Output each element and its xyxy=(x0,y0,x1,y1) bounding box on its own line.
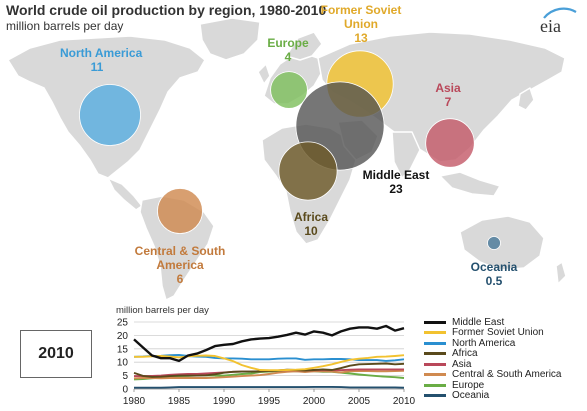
region-value: 4 xyxy=(284,50,292,64)
region-value: 7 xyxy=(444,95,452,109)
region-value: 11 xyxy=(90,60,104,74)
region-name: Asia xyxy=(435,81,461,95)
x-tick-label: 2010 xyxy=(393,396,416,407)
legend-label: Oceania xyxy=(452,390,490,402)
series-line-middle-east xyxy=(133,324,405,363)
region-name: Central & South America xyxy=(134,244,226,272)
southeast-asia-islands xyxy=(439,171,501,197)
chart-title: World crude oil production by region, 19… xyxy=(6,2,327,18)
x-tick-label: 1990 xyxy=(213,396,236,407)
y-tick-label: 5 xyxy=(122,371,128,382)
legend-item: Former Soviet Union xyxy=(424,327,562,339)
region-name: Middle East xyxy=(362,168,430,182)
legend-label: Former Soviet Union xyxy=(452,327,544,339)
x-tick-label: 1980 xyxy=(123,396,146,407)
region-label-europe: Europe 4 xyxy=(260,36,316,64)
legend-swatch xyxy=(424,383,446,387)
region-label-asia: Asia 7 xyxy=(428,81,468,109)
legend-label: Asia xyxy=(452,358,472,370)
legend-swatch xyxy=(424,352,446,356)
australia-landmass xyxy=(459,215,545,271)
region-label-former-soviet-union: Former Soviet Union 13 xyxy=(312,3,410,45)
series-line-north-america xyxy=(133,354,405,362)
japan-landmass xyxy=(517,87,535,111)
bubble-europe xyxy=(270,71,308,109)
line-chart: million barrels per day 0 5 10 15 20 25 1980 19… xyxy=(116,305,416,407)
legend: Middle East Former Soviet Union North Amer… xyxy=(424,317,562,401)
logo-text: eia xyxy=(540,16,561,36)
legend-swatch xyxy=(424,331,446,335)
bubble-africa xyxy=(278,141,338,201)
year-box: 2010 xyxy=(20,330,92,378)
region-label-central-south-america: Central & South America 6 xyxy=(124,244,236,286)
series-line-former-soviet-union xyxy=(134,354,405,372)
legend-swatch xyxy=(424,373,446,377)
legend-swatch xyxy=(424,362,446,366)
scandinavia-landmass xyxy=(285,31,323,61)
region-label-middle-east: Middle East 23 xyxy=(354,168,438,196)
legend-label: Europe xyxy=(452,379,485,391)
y-tick-label: 25 xyxy=(117,318,129,329)
region-label-oceania: Oceania 0.5 xyxy=(464,260,524,288)
region-name: Africa xyxy=(293,210,328,224)
y-tick-label: 20 xyxy=(117,331,129,342)
eia-logo: eia xyxy=(540,6,580,40)
world-map xyxy=(7,17,567,300)
region-value: 10 xyxy=(304,224,318,238)
chart-subtitle: million barrels per day xyxy=(6,19,124,33)
series-line-oceania xyxy=(134,385,405,389)
region-value: 6 xyxy=(176,272,184,286)
legend-item: North America xyxy=(424,338,562,349)
legend-item: Middle East xyxy=(424,317,562,328)
greenland-landmass xyxy=(199,17,261,61)
region-value: 0.5 xyxy=(485,274,503,288)
region-name: Oceania xyxy=(470,260,518,274)
bubble-north-america xyxy=(79,84,141,146)
region-name: North America xyxy=(60,46,143,60)
central-america-landmass xyxy=(107,177,143,211)
y-axis-label: million barrels per day xyxy=(116,305,209,316)
region-name: Europe xyxy=(267,36,309,50)
legend-swatch xyxy=(424,341,446,345)
india-landmass xyxy=(391,131,421,179)
legend-label: Africa xyxy=(452,348,478,360)
legend-swatch xyxy=(424,394,446,398)
x-tick-label: 2005 xyxy=(348,396,371,407)
legend-item: Asia xyxy=(424,359,562,370)
region-name: Former Soviet Union xyxy=(320,3,402,31)
new-zealand-landmass xyxy=(555,261,567,285)
x-tick-label: 1995 xyxy=(258,396,281,407)
x-tick-label: 1985 xyxy=(168,396,191,407)
legend-item: Central & South America xyxy=(424,369,562,381)
region-label-africa: Africa 10 xyxy=(286,210,336,238)
x-tick-label: 2000 xyxy=(303,396,326,407)
legend-swatch xyxy=(424,320,446,324)
bubble-oceania xyxy=(487,236,501,250)
region-value: 13 xyxy=(354,31,368,45)
logo-swoosh-icon xyxy=(543,7,577,19)
series-line-central-south-america xyxy=(133,369,405,380)
y-tick-label: 0 xyxy=(122,385,128,396)
bubble-central-south-america xyxy=(157,188,203,234)
region-value: 23 xyxy=(389,182,403,196)
y-tick-label: 10 xyxy=(117,358,129,369)
legend-label: Middle East xyxy=(452,316,505,328)
region-label-north-america: North America 11 xyxy=(60,46,143,74)
legend-label: North America xyxy=(452,337,516,349)
legend-item: Oceania xyxy=(424,390,562,402)
legend-item: Europe xyxy=(424,380,562,391)
legend-label: Central & South America xyxy=(452,369,562,381)
bubble-asia xyxy=(425,118,475,168)
legend-item: Africa xyxy=(424,348,562,360)
y-tick-label: 15 xyxy=(117,344,129,355)
uk-landmass xyxy=(257,63,271,85)
